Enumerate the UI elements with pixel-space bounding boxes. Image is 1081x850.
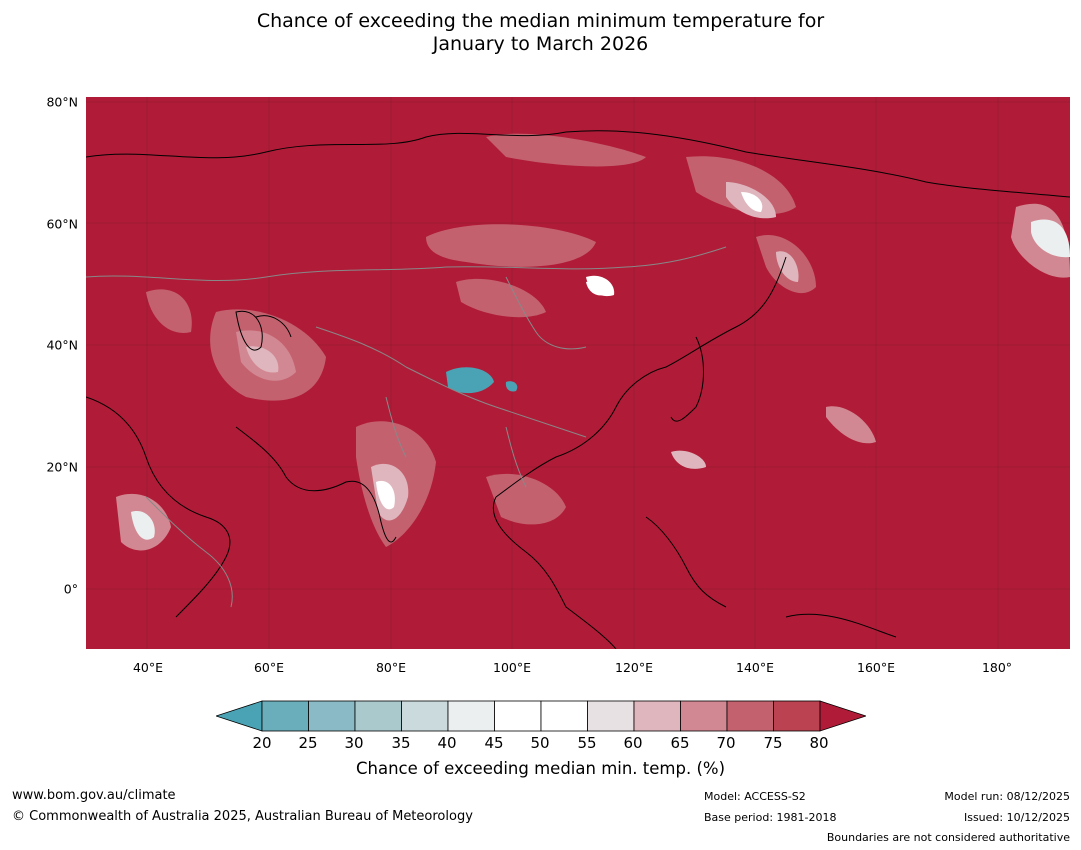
colorbar-segment <box>261 700 309 732</box>
colorbar-tick: 45 <box>484 734 504 752</box>
colorbar-segment <box>726 700 774 732</box>
colorbar-segment <box>540 700 588 732</box>
colorbar-segment <box>494 700 542 732</box>
colorbar-segment <box>308 700 356 732</box>
lon-label-40e: 40°E <box>132 660 164 675</box>
lat-label-40n: 40°N <box>46 337 78 353</box>
colorbar <box>216 700 866 732</box>
colorbar-right-arrow <box>819 700 866 732</box>
colorbar-tick: 70 <box>716 734 736 752</box>
colorbar-caption: Chance of exceeding median min. temp. (%… <box>355 759 726 778</box>
lon-label-100e: 100°E <box>492 660 532 675</box>
footer-model: Model: ACCESS-S2 <box>704 790 806 803</box>
country-borders <box>86 246 727 608</box>
footer-model-run: Model run: 08/12/2025 <box>944 790 1070 803</box>
colorbar-segment <box>680 700 728 732</box>
title-line-2: January to March 2026 <box>432 33 649 55</box>
probability-contours <box>116 133 1070 551</box>
colorbar-tick: 25 <box>298 734 318 752</box>
colorbar-segment <box>447 700 495 732</box>
lon-label-120e: 120°E <box>614 660 654 675</box>
colorbar-segment <box>587 700 635 732</box>
colorbar-segment <box>401 700 449 732</box>
colorbar-segment <box>354 700 402 732</box>
colorbar-tick: 65 <box>670 734 690 752</box>
colorbar-segment <box>773 700 821 732</box>
footer-base-period: Base period: 1981-2018 <box>704 811 837 824</box>
lon-label-160e: 160°E <box>856 660 896 675</box>
title-line-1: Chance of exceeding the median minimum t… <box>256 10 825 32</box>
colorbar-tick: 20 <box>252 734 272 752</box>
lat-label-80n: 80°N <box>46 94 78 110</box>
map-panel <box>86 97 1070 649</box>
footer-copyright: © Commonwealth of Australia 2025, Austra… <box>12 809 473 824</box>
lat-label-20n: 20°N <box>46 459 78 475</box>
map-canvas <box>86 97 1070 649</box>
lat-label-60n: 60°N <box>46 216 78 232</box>
colorbar-tick: 50 <box>530 734 550 752</box>
lon-label-80e: 80°E <box>375 660 407 675</box>
map-title: Chance of exceeding the median minimum t… <box>0 10 1081 56</box>
lon-label-140e: 140°E <box>735 660 775 675</box>
colorbar-tick: 35 <box>391 734 411 752</box>
footer-url[interactable]: www.bom.gov.au/climate <box>12 788 176 803</box>
footer-issued: Issued: 10/12/2025 <box>963 811 1070 824</box>
colorbar-tick: 40 <box>437 734 457 752</box>
colorbar-tick: 80 <box>809 734 829 752</box>
colorbar-tick: 55 <box>577 734 597 752</box>
colorbar-tick: 75 <box>763 734 783 752</box>
lon-label-180: 180° <box>981 660 1013 675</box>
footer-boundaries-note: Boundaries are not considered authoritat… <box>826 831 1070 844</box>
colorbar-tick-labels: 20 25 30 35 40 45 50 55 60 65 70 75 80 <box>0 734 1081 754</box>
colorbar-tick: 60 <box>623 734 643 752</box>
coastlines <box>86 130 1070 649</box>
colorbar-left-arrow <box>216 700 263 732</box>
lat-label-0: 0° <box>63 581 78 597</box>
lon-label-60e: 60°E <box>253 660 285 675</box>
colorbar-segment <box>633 700 681 732</box>
colorbar-tick: 30 <box>344 734 364 752</box>
